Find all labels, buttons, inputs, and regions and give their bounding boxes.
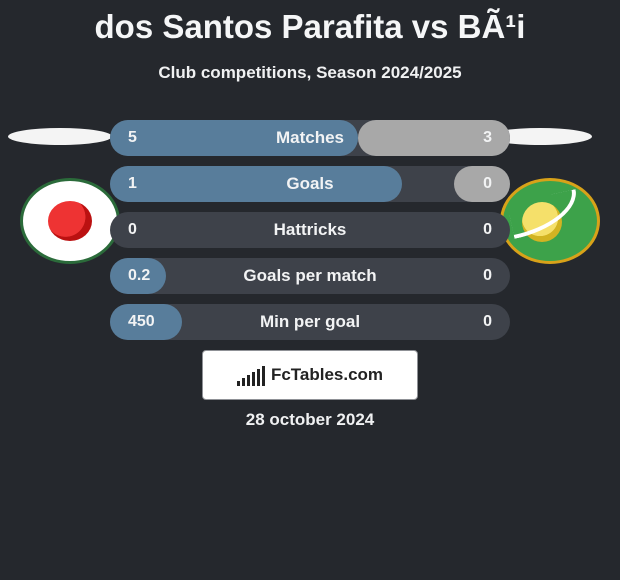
stat-row: 10Goals bbox=[110, 166, 510, 202]
avatar-ellipse-left bbox=[8, 128, 112, 145]
logo-text: FcTables.com bbox=[271, 365, 383, 385]
stat-label: Goals per match bbox=[110, 266, 510, 286]
stat-row: 53Matches bbox=[110, 120, 510, 156]
stat-row: 00Hattricks bbox=[110, 212, 510, 248]
stat-label: Min per goal bbox=[110, 312, 510, 332]
stat-row: 0.20Goals per match bbox=[110, 258, 510, 294]
fctables-logo: FcTables.com bbox=[202, 350, 418, 400]
club-badge-left bbox=[20, 178, 120, 264]
club-badge-right bbox=[500, 178, 600, 264]
stat-label: Matches bbox=[110, 128, 510, 148]
page-title: dos Santos Parafita vs BÃ¹i bbox=[0, 8, 620, 46]
stat-label: Goals bbox=[110, 174, 510, 194]
logo-bars-icon bbox=[237, 364, 265, 386]
stat-label: Hattricks bbox=[110, 220, 510, 240]
page-subtitle: Club competitions, Season 2024/2025 bbox=[0, 63, 620, 83]
stat-row: 4500Min per goal bbox=[110, 304, 510, 340]
snapshot-date: 28 october 2024 bbox=[0, 410, 620, 430]
comparison-infographic: dos Santos Parafita vs BÃ¹i Club competi… bbox=[0, 0, 620, 580]
